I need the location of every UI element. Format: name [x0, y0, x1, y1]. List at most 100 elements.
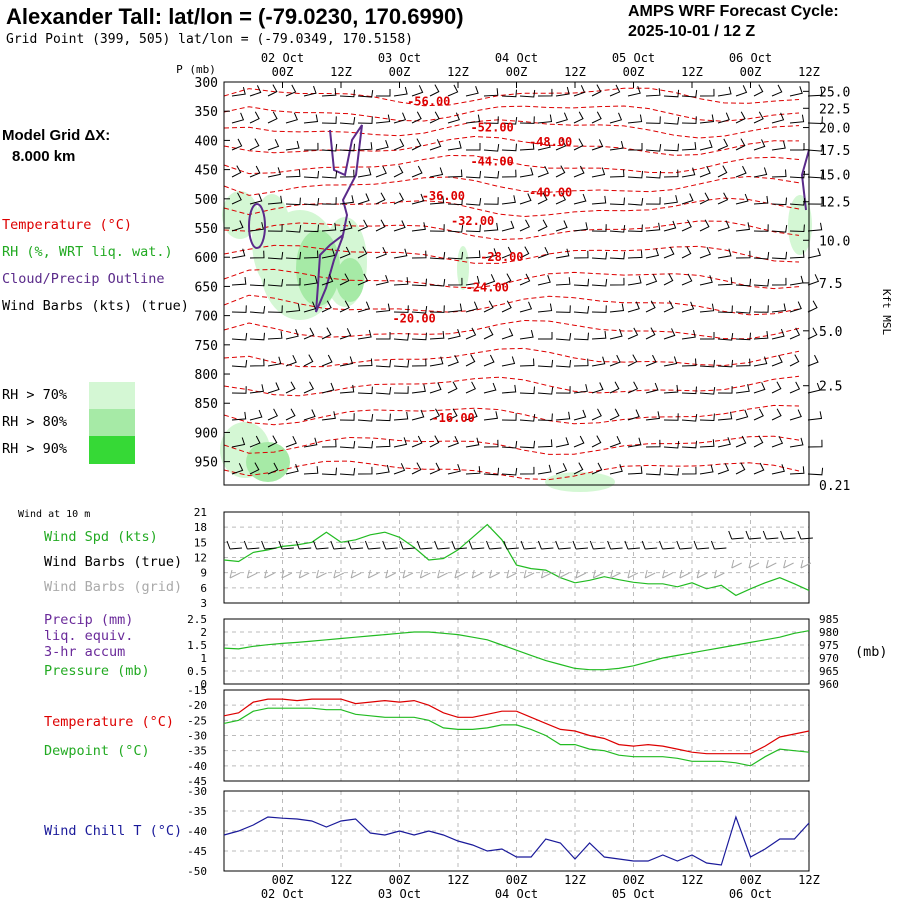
- wind-barb: [645, 274, 658, 286]
- wind-barb: [429, 111, 440, 124]
- wind-barb: [465, 301, 478, 313]
- isotherm: [223, 197, 800, 218]
- grid-wind-barb: [437, 569, 448, 579]
- wind-barb: [753, 251, 770, 260]
- wind-barb: [447, 197, 463, 206]
- top-time-tick: 00Z: [623, 65, 645, 79]
- bottom-time-tick: 12Z: [681, 873, 703, 887]
- wind-barb: [447, 381, 458, 394]
- wind-barb: [771, 112, 785, 124]
- wind-speed-panel-series-line: [223, 523, 810, 597]
- wind-barb: [555, 138, 567, 151]
- surface-wind-barb: [659, 540, 675, 550]
- wind-barb: [807, 88, 823, 97]
- wind-barb: [321, 354, 333, 367]
- wind-barb: [483, 411, 499, 421]
- wind-barb: [573, 193, 587, 205]
- wind-barb: [807, 411, 823, 421]
- temperature-panel-series-line: [223, 707, 810, 767]
- temperature-panel-ytick: -25: [187, 714, 207, 727]
- temperature-panel-ytick: -30: [187, 730, 207, 743]
- wind-barb: [609, 251, 626, 260]
- wind-barb: [519, 466, 535, 475]
- wind-barb: [609, 381, 620, 394]
- wind-barb: [393, 437, 408, 448]
- wind-barb: [717, 165, 728, 178]
- wind-barb: [447, 169, 463, 178]
- wind-barb: [375, 387, 392, 395]
- pressure-panel-ytick-right: 980: [819, 626, 839, 639]
- wind-barb: [790, 143, 805, 151]
- wind-barb: [663, 273, 674, 286]
- legend-precip-accum: 3-hr accum: [44, 644, 126, 660]
- wind-barb: [663, 89, 680, 98]
- height-tick-label: 2.5: [819, 380, 842, 395]
- legend-wind-barbs: Wind Barbs (kts) (true): [2, 298, 189, 314]
- wind-barb: [591, 331, 607, 340]
- wind-barb: [591, 84, 602, 97]
- wind-barb: [537, 88, 553, 97]
- wind-barb: [789, 250, 805, 259]
- wind-barb: [717, 305, 733, 314]
- pressure-tick-label: 600: [195, 251, 218, 266]
- wind-barb: [735, 111, 746, 124]
- wind-barb: [483, 197, 499, 205]
- wind-barb: [231, 305, 247, 313]
- wind-barb: [429, 356, 444, 367]
- wind-barb: [681, 89, 698, 98]
- wind-barb: [735, 332, 751, 341]
- wind-barb: [519, 142, 535, 151]
- wind-barbs-upper: [231, 84, 824, 476]
- wind-barb: [357, 219, 368, 232]
- wind-barb: [573, 409, 587, 421]
- wind-barb: [555, 277, 571, 286]
- pressure-axis-label: P (mb): [176, 63, 216, 76]
- wind-barb: [231, 332, 248, 341]
- wind-barb: [681, 386, 697, 395]
- surface-wind-barb: [572, 540, 589, 550]
- wind-barb: [267, 462, 279, 475]
- wind-barb: [447, 329, 461, 340]
- wind-barb: [681, 116, 697, 124]
- wind-barb: [735, 462, 746, 475]
- wind-barb: [537, 464, 552, 475]
- wind-barb: [645, 327, 656, 340]
- pressure-tick-label: 950: [195, 456, 218, 471]
- isotherm: [223, 175, 800, 196]
- wind-barb: [465, 86, 479, 97]
- wind-barb: [789, 409, 802, 421]
- wind-barb: [681, 167, 696, 178]
- wind-barb: [573, 358, 589, 367]
- wind-barb: [771, 408, 782, 421]
- surface-wind-barb: [261, 540, 277, 550]
- wind-barb: [429, 84, 440, 97]
- wind-barb: [645, 300, 656, 313]
- wind-barb: [771, 140, 786, 151]
- wind-barb: [483, 354, 495, 367]
- wind-barb: [627, 437, 642, 448]
- wind-barb: [339, 384, 355, 394]
- wind-barb: [663, 246, 675, 259]
- isotherm: [223, 135, 800, 156]
- pressure-panel-series-line: [223, 630, 810, 671]
- grid-wind-barb: [419, 569, 431, 579]
- height-tick-label: 22.5: [819, 102, 850, 117]
- wind-barb: [411, 85, 424, 97]
- wind-barb: [789, 170, 806, 179]
- wind-barb: [429, 408, 440, 421]
- surface-wind-barb: [710, 540, 727, 550]
- wind-barb: [627, 250, 643, 259]
- wind-barb: [339, 328, 352, 340]
- wind-barb: [699, 464, 714, 475]
- temperature-panel-ytick: -15: [187, 684, 207, 697]
- wind-barb: [627, 327, 639, 340]
- wind-barb: [555, 192, 566, 205]
- rh-shade-10: [545, 472, 615, 492]
- wind-barb: [573, 111, 584, 124]
- wind-barb: [573, 306, 590, 314]
- wind-barb: [285, 303, 301, 313]
- wind-barb: [411, 138, 422, 151]
- wind-barb: [231, 165, 242, 178]
- model-grid-label: Model Grid ΔX:: [2, 127, 111, 144]
- height-tick-label: 17.5: [819, 144, 850, 159]
